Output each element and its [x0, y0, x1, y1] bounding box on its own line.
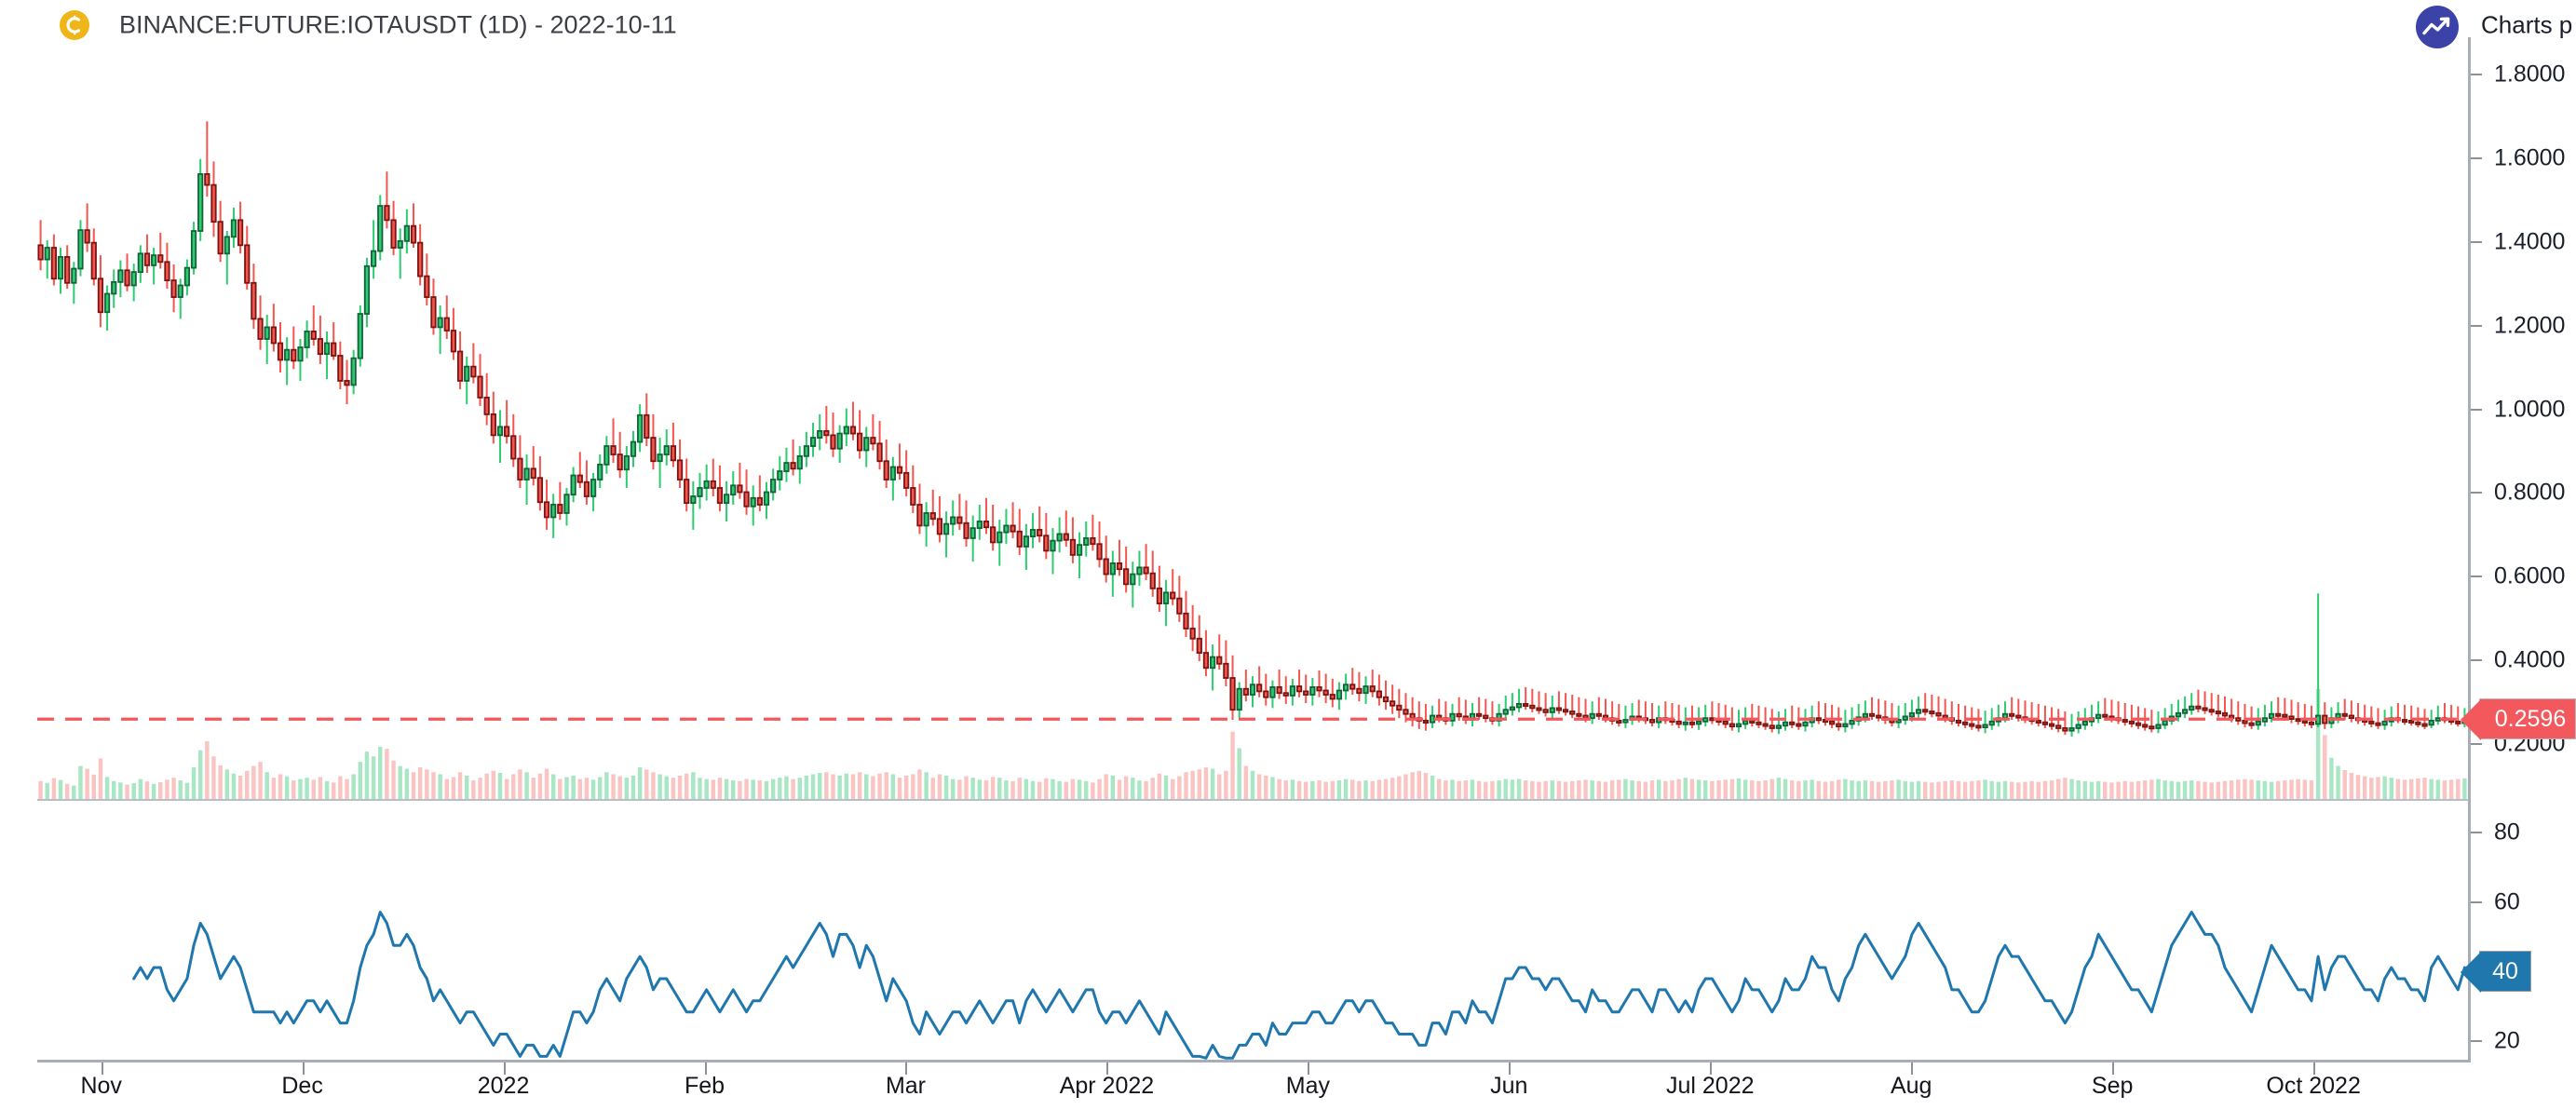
price-tick-label: 0.8000	[2494, 479, 2566, 506]
date-tick-mark	[2313, 1063, 2316, 1075]
date-tick-label: Mar	[885, 1073, 926, 1099]
date-tick-mark	[1911, 1063, 1914, 1075]
date-tick-label: Dec	[281, 1073, 323, 1099]
price-tick-mark	[2471, 324, 2482, 327]
rsi-value-badge[interactable]: 40	[2461, 951, 2531, 994]
price-tick-mark	[2471, 156, 2482, 159]
price-tick-mark	[2471, 659, 2482, 662]
volume-baseline	[37, 799, 2468, 801]
rsi-value: 40	[2492, 957, 2518, 984]
price-tick-mark	[2471, 240, 2482, 243]
brand-label: Charts p	[2481, 10, 2573, 39]
price-tick-label: 1.2000	[2494, 312, 2566, 339]
date-tick-label: Apr 2022	[1059, 1073, 1155, 1099]
date-tick-label: Oct 2022	[2266, 1073, 2361, 1099]
price-tick-label: 0.6000	[2494, 562, 2566, 589]
right-axis-spine	[2468, 37, 2471, 1062]
rsi-panel	[37, 812, 2468, 1062]
price-panel	[37, 37, 2468, 801]
candlestick-plot	[37, 121, 2468, 801]
price-tick-mark	[2471, 575, 2482, 578]
date-tick-label: Aug	[1890, 1073, 1932, 1099]
price-tick-label: 1.6000	[2494, 144, 2566, 171]
coin-icon	[60, 10, 89, 40]
last-price-value: 0.2596	[2494, 705, 2567, 732]
tag-arrow-icon	[2461, 952, 2481, 994]
rsi-tick-label: 60	[2494, 888, 2520, 915]
date-tick-label: 2022	[477, 1073, 530, 1099]
rsi-tick-mark	[2471, 832, 2482, 834]
rsi-plot	[132, 911, 2466, 1060]
rsi-tick-label: 80	[2494, 819, 2520, 846]
date-tick-mark	[1710, 1063, 1713, 1075]
rsi-tick-label: 20	[2494, 1027, 2520, 1054]
chart-header: BINANCE:FUTURE:IOTAUSDT (1D) - 2022-10-1…	[0, 0, 2576, 56]
date-tick-mark	[302, 1063, 305, 1075]
tag-arrow-icon	[2461, 699, 2481, 741]
price-tick-mark	[2471, 73, 2482, 75]
date-tick-mark	[1509, 1063, 1512, 1075]
price-tick-mark	[2471, 492, 2482, 494]
date-tick-mark	[704, 1063, 707, 1075]
date-tick-label: Jul 2022	[1666, 1073, 1755, 1099]
date-tick-label: Sep	[2091, 1073, 2134, 1099]
price-tick-label: 1.4000	[2494, 228, 2566, 255]
trending-up-icon	[2416, 6, 2459, 48]
bottom-axis-spine	[37, 1060, 2471, 1063]
date-tick-label: Jun	[1490, 1073, 1528, 1099]
price-tick-label: 0.4000	[2494, 646, 2566, 673]
rsi-line	[132, 911, 2466, 1060]
candles	[37, 121, 2468, 737]
date-tick-mark	[2112, 1063, 2115, 1075]
page-title: BINANCE:FUTURE:IOTAUSDT (1D) - 2022-10-1…	[119, 10, 677, 39]
price-tick-mark	[2471, 743, 2482, 746]
last-price-badge[interactable]: 0.2596	[2461, 698, 2576, 741]
price-tick-mark	[2471, 408, 2482, 411]
price-tick-label: 1.8000	[2494, 61, 2566, 88]
date-tick-label: May	[1285, 1073, 1330, 1099]
price-tick-label: 1.0000	[2494, 396, 2566, 422]
rsi-tick-mark	[2471, 1039, 2482, 1042]
volume-bars	[38, 689, 2467, 800]
date-tick-label: Feb	[684, 1073, 725, 1099]
date-tick-label: Nov	[80, 1073, 122, 1099]
date-tick-mark	[503, 1063, 506, 1075]
rsi-tick-mark	[2471, 900, 2482, 903]
date-tick-mark	[905, 1063, 908, 1075]
date-tick-mark	[1308, 1063, 1310, 1075]
date-tick-mark	[101, 1063, 103, 1075]
date-tick-mark	[1106, 1063, 1109, 1075]
